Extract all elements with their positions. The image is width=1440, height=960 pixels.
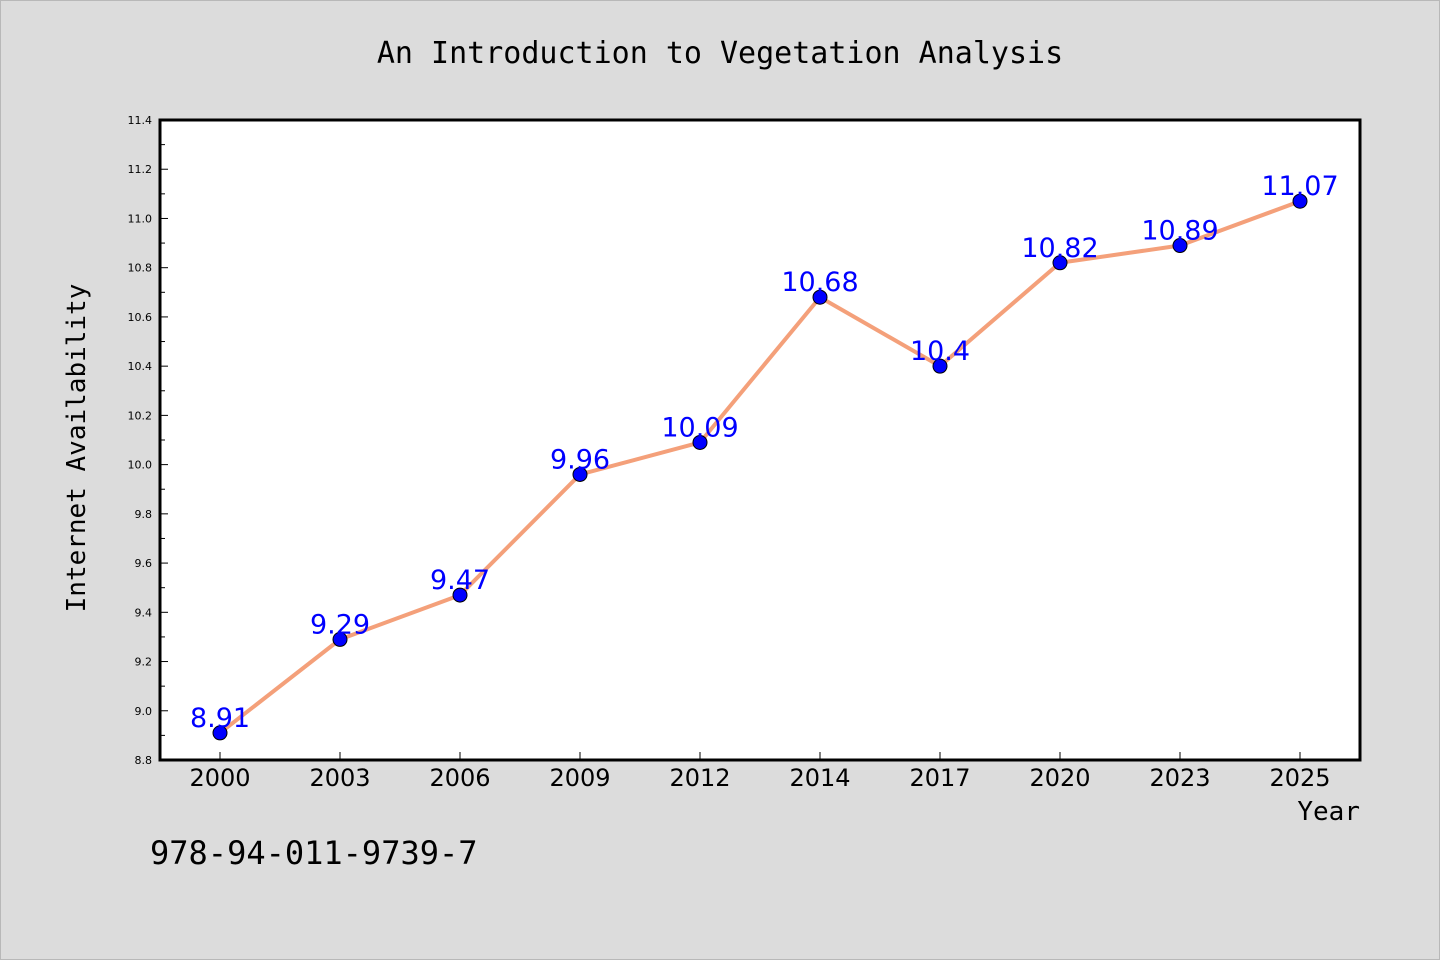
data-point <box>212 725 228 741</box>
data-point <box>692 434 708 450</box>
y-tick-label: 9.0 <box>135 705 153 718</box>
data-point <box>1172 238 1188 254</box>
y-tick-label: 8.8 <box>135 754 153 767</box>
data-label: 9.29 <box>310 609 370 640</box>
y-tick-label: 9.8 <box>135 508 153 521</box>
x-tick-label: 2014 <box>789 764 850 792</box>
data-point <box>572 466 588 482</box>
y-tick-label: 10.2 <box>128 409 153 422</box>
data-point <box>452 587 468 603</box>
y-axis-label: Internet Availability <box>62 284 92 613</box>
data-point <box>932 358 948 374</box>
data-label: 10.68 <box>781 267 858 298</box>
y-tick-label: 11.0 <box>128 212 153 225</box>
y-axis-ticks: 8.8 9.0 9.2 9.4 9.6 9.8 10.0 10.2 10.4 10.6 10.8 11… <box>128 114 168 767</box>
data-labels-layer: 8.91 9.29 9.47 9.96 10.09 10.68 10.4 10.82 10.89… <box>190 171 1339 734</box>
x-tick-label: 2003 <box>309 764 370 792</box>
y-tick-label: 11.2 <box>128 163 153 176</box>
data-point <box>1292 193 1308 209</box>
data-label: 9.47 <box>430 565 490 596</box>
data-label: 9.96 <box>550 444 610 475</box>
data-label: 10.89 <box>1141 216 1218 247</box>
y-tick-label: 10.4 <box>128 360 153 373</box>
x-tick-label: 2006 <box>429 764 490 792</box>
x-tick-label: 2017 <box>909 764 970 792</box>
plot-border <box>158 118 1362 762</box>
series-line <box>218 199 1302 735</box>
y-tick-label: 11.4 <box>128 114 153 127</box>
plot-area <box>160 120 1360 760</box>
isbn-text: 978-94-011-9739-7 <box>150 834 478 872</box>
x-tick-label: 2012 <box>669 764 730 792</box>
data-label: 10.4 <box>910 336 970 367</box>
data-label: 11.07 <box>1261 171 1338 202</box>
y-tick-label: 9.4 <box>135 606 153 619</box>
x-axis-ticks: 2000 2003 2006 2009 2012 2014 2017 2020 2023 2025 <box>189 752 1331 792</box>
data-point <box>1052 255 1068 271</box>
data-label: 10.09 <box>661 412 738 443</box>
data-label: 8.91 <box>190 703 250 734</box>
data-label: 10.82 <box>1021 233 1098 264</box>
y-tick-label: 9.6 <box>135 557 153 570</box>
data-point <box>812 289 828 305</box>
y-tick-label: 10.0 <box>128 459 153 472</box>
data-point <box>332 631 348 647</box>
y-tick-label: 10.6 <box>128 311 153 324</box>
series-layer <box>212 193 1308 741</box>
x-tick-label: 2023 <box>1149 764 1210 792</box>
y-tick-label: 9.2 <box>135 656 153 669</box>
chart-title: An Introduction to Vegetation Analysis <box>377 36 1063 71</box>
x-axis-label: Year <box>1297 797 1360 827</box>
x-tick-label: 2020 <box>1029 764 1090 792</box>
x-tick-label: 2025 <box>1269 764 1330 792</box>
x-tick-label: 2000 <box>189 764 250 792</box>
y-tick-label: 10.8 <box>128 262 153 275</box>
x-tick-label: 2009 <box>549 764 610 792</box>
